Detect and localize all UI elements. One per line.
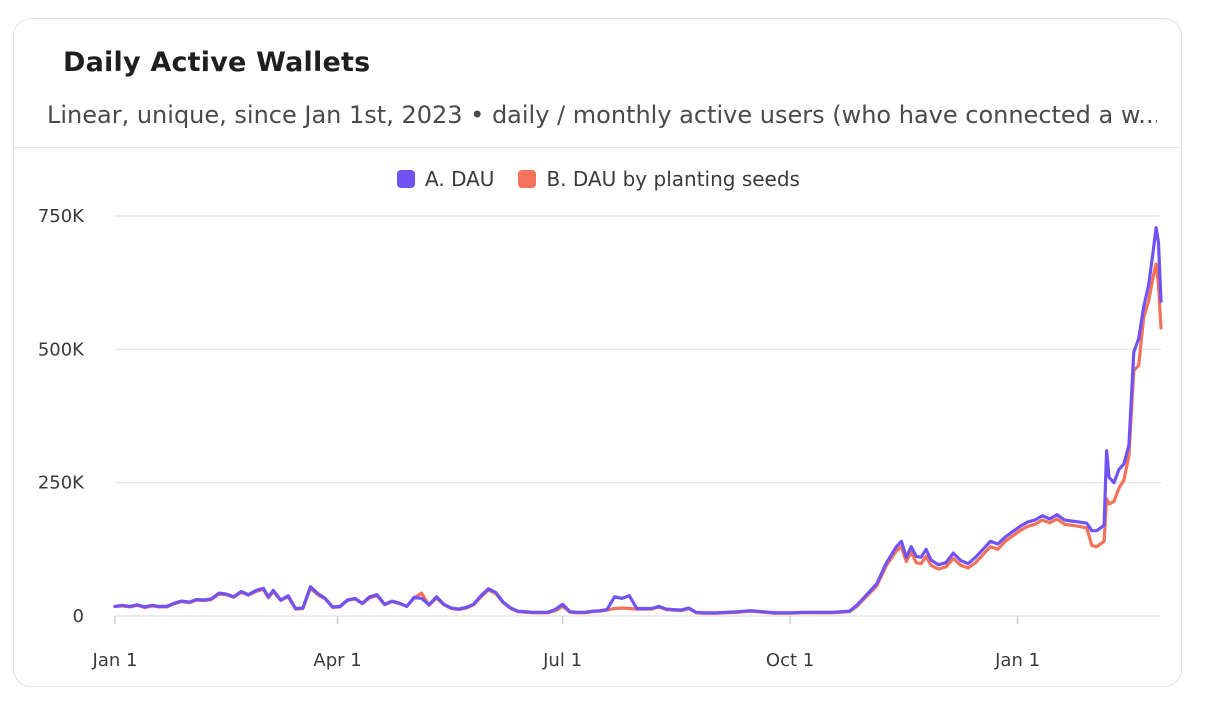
legend-swatch-series-b: [518, 170, 537, 188]
y-tick-label: 0: [73, 606, 84, 627]
legend-item-series-b[interactable]: B. DAU by planting seeds: [518, 167, 800, 191]
chart-card: Daily Active Wallets Linear, unique, sin…: [13, 18, 1182, 687]
legend-swatch-series-a: [397, 170, 416, 188]
series-line-a: [113, 226, 1163, 615]
header-divider: [14, 147, 1181, 148]
x-tick-label: Apr 1: [313, 650, 361, 671]
chart-subtitle: Linear, unique, since Jan 1st, 2023 • da…: [47, 101, 1157, 129]
x-tick-label: Jul 1: [542, 650, 582, 671]
y-tick-label: 500K: [38, 339, 85, 360]
y-tick-label: 250K: [38, 473, 85, 494]
legend-item-series-a[interactable]: A. DAU: [397, 167, 494, 191]
legend-label-series-b: B. DAU by planting seeds: [546, 167, 800, 191]
x-tick-label: Jan 1: [92, 650, 138, 671]
x-tick-label: Oct 1: [766, 650, 814, 671]
series-line-b: [113, 262, 1163, 615]
line-chart-plot: 0 250K 500K 750K Jan 1 Apr 1 Jul 1 Oct 1 Jan 1: [38, 206, 1163, 671]
chart-title: Daily Active Wallets: [63, 47, 371, 78]
y-tick-label: 750K: [38, 206, 85, 227]
x-tick-label: Jan 1: [994, 650, 1040, 671]
chart-legend: A. DAU B. DAU by planting seeds: [14, 167, 1183, 191]
legend-label-series-a: A. DAU: [425, 167, 495, 191]
